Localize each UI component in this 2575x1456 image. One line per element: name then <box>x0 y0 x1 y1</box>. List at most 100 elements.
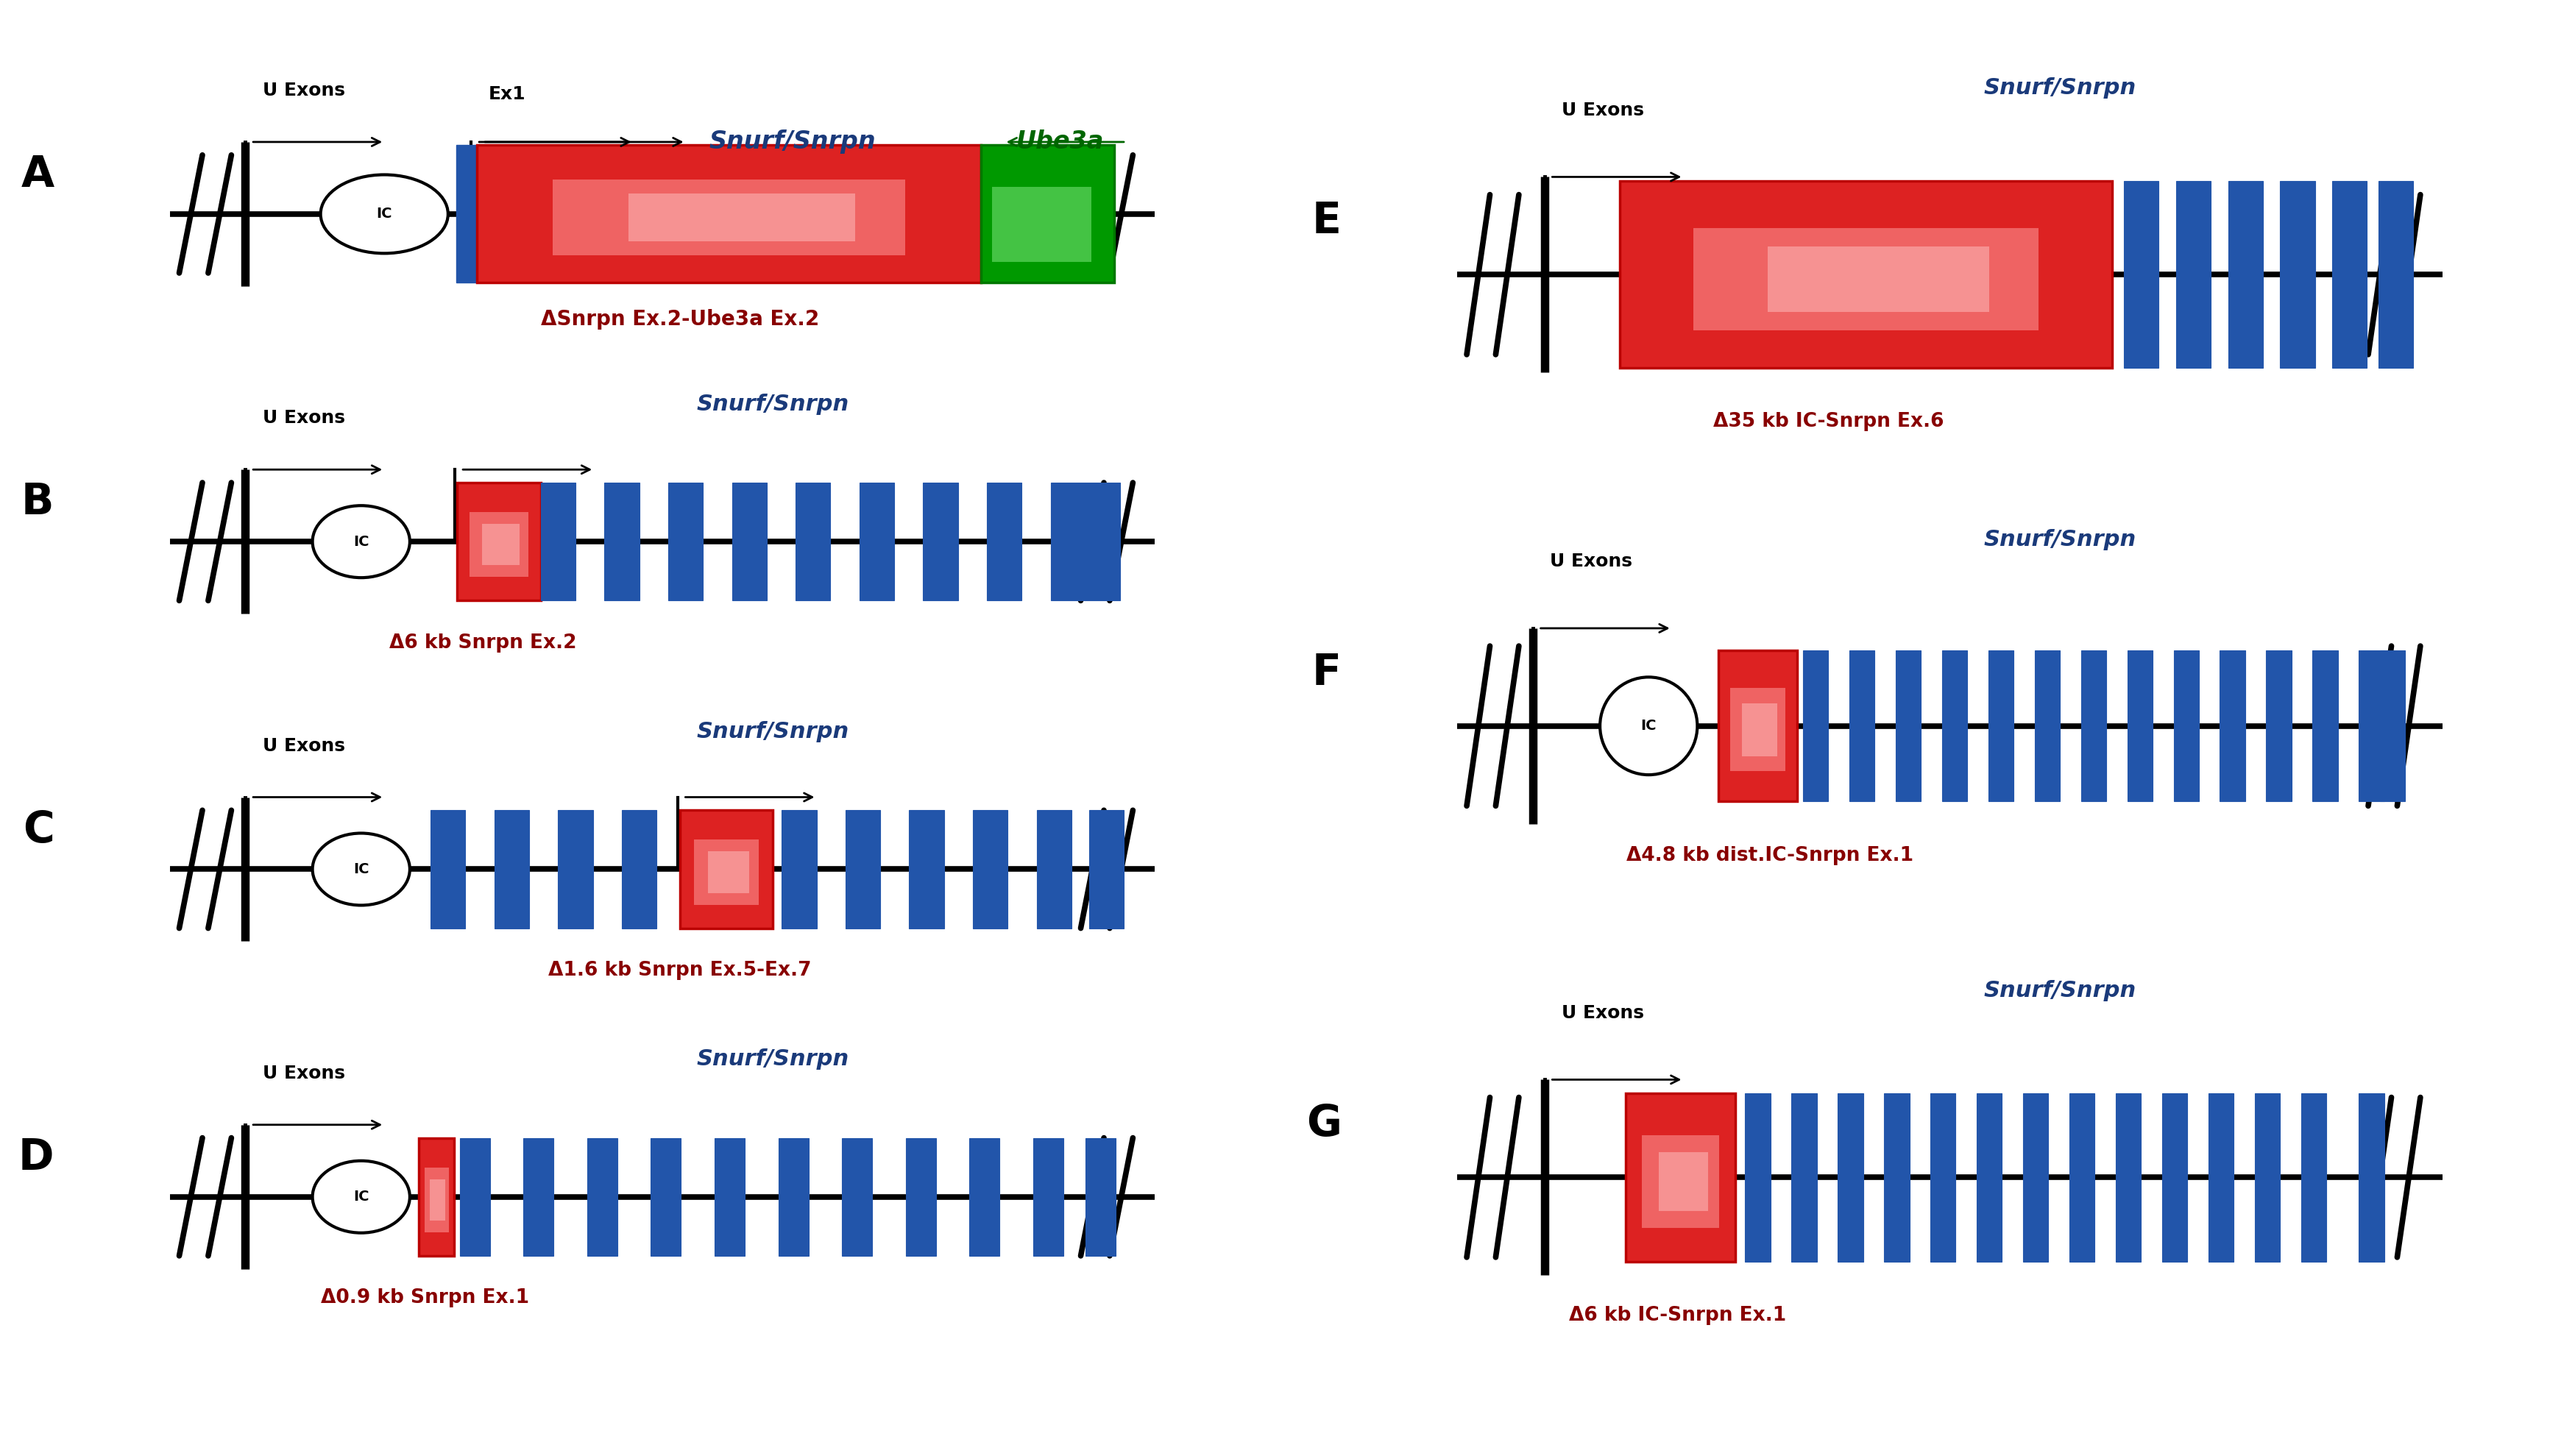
Ellipse shape <box>1599 677 1697 775</box>
Bar <box>909 810 945 929</box>
Bar <box>2281 182 2315 368</box>
Bar <box>1625 1093 1736 1262</box>
Bar <box>1988 651 2014 801</box>
Bar <box>1978 1093 2003 1262</box>
Bar <box>981 146 1115 282</box>
Text: U Exons: U Exons <box>1550 553 1633 571</box>
Bar <box>2302 1093 2328 1262</box>
Bar <box>482 524 520 565</box>
Bar <box>605 483 639 600</box>
Text: D: D <box>18 1137 54 1178</box>
Ellipse shape <box>312 505 409 578</box>
Bar <box>1766 246 1988 312</box>
Bar <box>693 840 760 904</box>
Bar <box>1620 182 2111 368</box>
Bar <box>587 1139 618 1255</box>
Bar <box>2220 651 2245 801</box>
Bar <box>2117 1093 2142 1262</box>
Bar <box>1087 483 1120 600</box>
Text: Δ0.9 kb Snrpn Ex.1: Δ0.9 kb Snrpn Ex.1 <box>322 1289 528 1307</box>
Bar <box>796 483 829 600</box>
Bar <box>1931 1093 1957 1262</box>
Bar <box>906 1139 935 1255</box>
Bar <box>2081 651 2106 801</box>
Bar <box>1746 1093 1772 1262</box>
Text: Snurf/Snrpn: Snurf/Snrpn <box>1983 980 2137 1002</box>
Bar <box>420 1139 453 1255</box>
Text: U Exons: U Exons <box>263 1064 345 1082</box>
Text: B: B <box>21 482 54 523</box>
Bar <box>2333 182 2366 368</box>
Bar <box>2379 182 2413 368</box>
Bar <box>541 483 577 600</box>
Bar <box>991 186 1092 262</box>
Bar <box>708 852 749 893</box>
Bar <box>842 1139 873 1255</box>
Bar <box>1718 651 1797 801</box>
Bar <box>2209 1093 2235 1262</box>
Text: Δ4.8 kb dist.IC-Snrpn Ex.1: Δ4.8 kb dist.IC-Snrpn Ex.1 <box>1627 846 1913 865</box>
Text: IC: IC <box>376 207 391 221</box>
Bar <box>2359 1093 2384 1262</box>
Text: Δ6 kb IC-Snrpn Ex.1: Δ6 kb IC-Snrpn Ex.1 <box>1568 1306 1787 1325</box>
Text: Snurf/Snrpn: Snurf/Snrpn <box>695 393 850 415</box>
Ellipse shape <box>312 1160 409 1233</box>
Bar <box>2127 651 2153 801</box>
Bar <box>716 1139 744 1255</box>
Text: Snurf/Snrpn: Snurf/Snrpn <box>1983 77 2137 99</box>
Bar <box>1730 689 1784 772</box>
Bar <box>2024 1093 2050 1262</box>
Text: U Exons: U Exons <box>1560 1005 1645 1022</box>
Bar <box>922 483 958 600</box>
Bar <box>1089 810 1123 929</box>
Bar <box>458 483 541 600</box>
Bar <box>1741 703 1777 756</box>
Bar <box>494 810 530 929</box>
Bar <box>860 483 894 600</box>
Text: C: C <box>23 810 54 850</box>
Text: Snurf/Snrpn: Snurf/Snrpn <box>695 1048 850 1070</box>
Bar <box>1895 651 1921 801</box>
Bar <box>1839 1093 1864 1262</box>
Bar <box>523 1139 554 1255</box>
Bar <box>2359 651 2384 801</box>
Bar <box>968 1139 999 1255</box>
Text: IC: IC <box>353 862 368 877</box>
Bar <box>2173 651 2199 801</box>
Bar <box>2312 651 2338 801</box>
Bar <box>680 810 772 929</box>
Bar <box>1658 1152 1707 1211</box>
Bar <box>2034 651 2060 801</box>
Bar <box>1087 1139 1115 1255</box>
Bar <box>2266 651 2292 801</box>
Bar <box>1038 810 1071 929</box>
Bar <box>778 1139 809 1255</box>
Bar <box>2256 1093 2281 1262</box>
Bar <box>1885 1093 1911 1262</box>
Bar <box>2227 182 2263 368</box>
Ellipse shape <box>322 175 448 253</box>
Text: E: E <box>1313 201 1342 242</box>
Bar <box>1942 651 1967 801</box>
Bar <box>731 483 767 600</box>
Bar <box>461 1139 489 1255</box>
Bar <box>430 1179 445 1220</box>
Bar <box>628 194 855 242</box>
Text: Snurf/Snrpn: Snurf/Snrpn <box>1983 529 2137 550</box>
Text: F: F <box>1313 652 1342 693</box>
Bar <box>670 483 703 600</box>
Bar <box>554 179 906 255</box>
Bar <box>986 483 1022 600</box>
Text: U Exons: U Exons <box>263 737 345 754</box>
Ellipse shape <box>312 833 409 906</box>
Bar <box>476 146 981 282</box>
Text: G: G <box>1306 1104 1342 1144</box>
Bar <box>559 810 592 929</box>
Text: ΔSnrpn Ex.2-Ube3a Ex.2: ΔSnrpn Ex.2-Ube3a Ex.2 <box>541 309 819 329</box>
Text: A: A <box>21 154 54 195</box>
Text: Δ1.6 kb Snrpn Ex.5-Ex.7: Δ1.6 kb Snrpn Ex.5-Ex.7 <box>548 961 811 980</box>
Bar <box>456 146 482 282</box>
Bar <box>2163 1093 2189 1262</box>
Bar <box>2124 182 2158 368</box>
Text: U Exons: U Exons <box>263 409 345 427</box>
